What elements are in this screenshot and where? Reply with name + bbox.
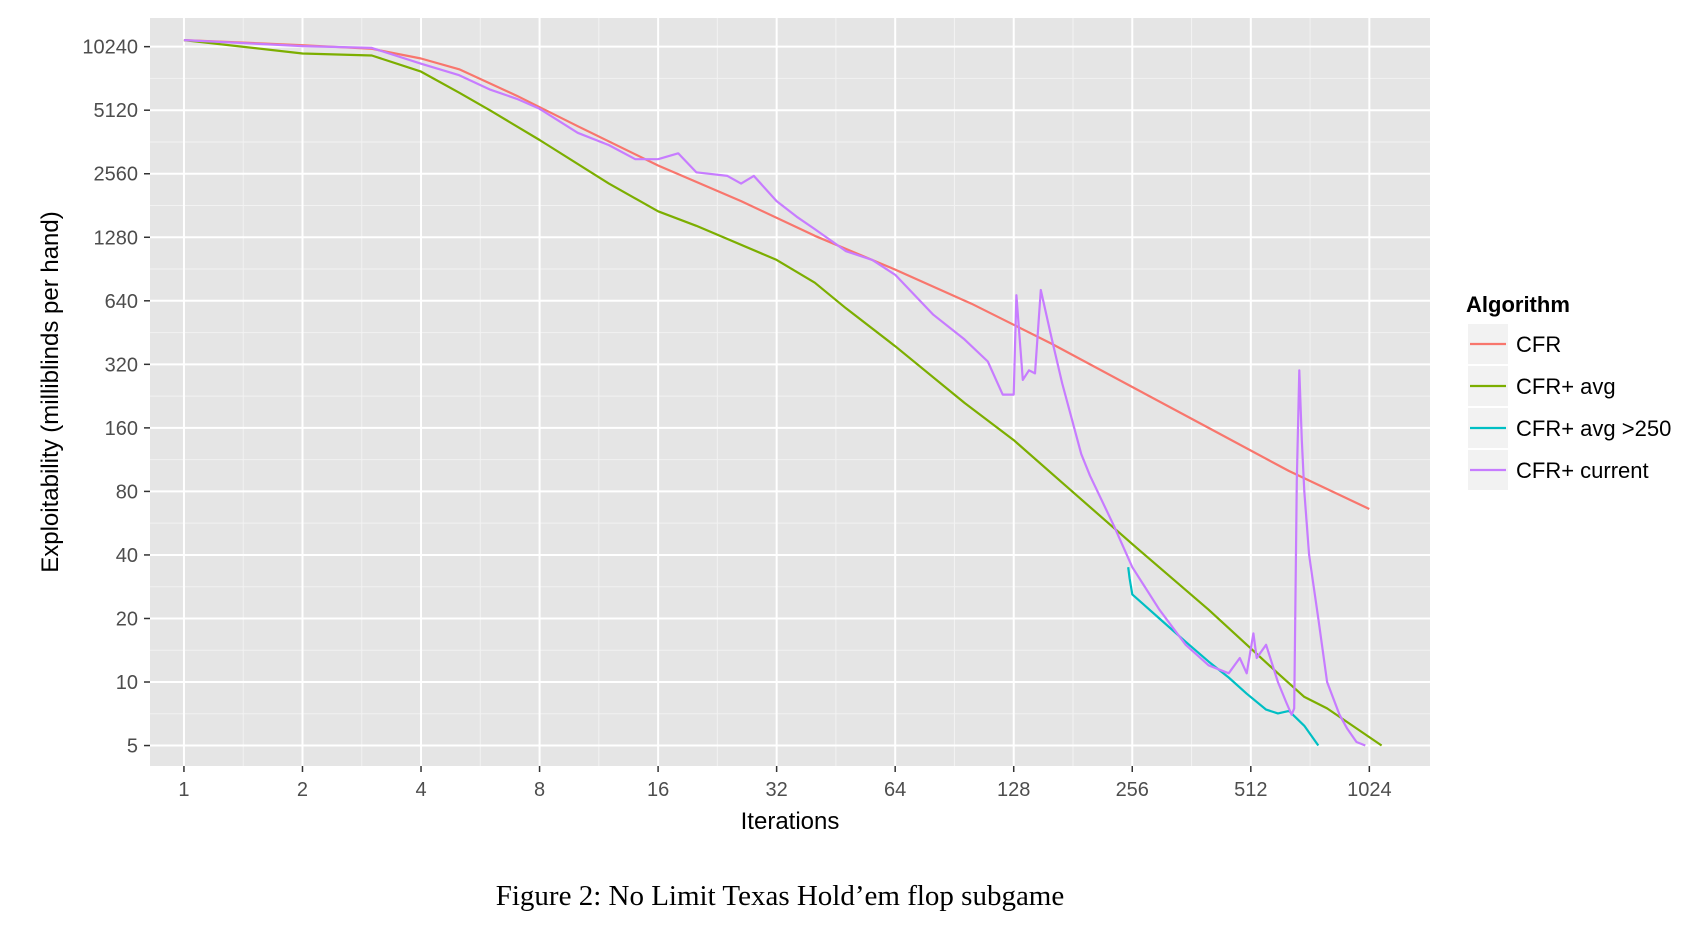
- x-tick-label: 1: [178, 779, 189, 801]
- y-tick-label: 2560: [94, 164, 139, 186]
- legend-item: CFR+ avg: [1468, 366, 1616, 406]
- legend-label: CFR+ current: [1516, 458, 1649, 483]
- y-tick-label: 320: [105, 354, 138, 376]
- y-tick-label: 5: [127, 736, 138, 758]
- legend-label: CFR+ avg: [1516, 374, 1616, 399]
- plot-panel: [150, 18, 1430, 766]
- x-tick-label: 1024: [1347, 779, 1392, 801]
- x-axis: 1 2 4 8 16 32 64 128 256 512 1024: [178, 766, 1392, 801]
- x-axis-title: Iterations: [741, 808, 840, 835]
- y-tick-label: 80: [116, 481, 138, 503]
- series-line-cfr-avg: [183, 39, 1383, 747]
- x-tick-label: 64: [884, 779, 906, 801]
- y-tick-label: 10240: [82, 37, 138, 59]
- y-axis: 5 10 20 40 80 160 320 640 1280 2560 5120 10240: [82, 37, 150, 758]
- x-tick-label: 512: [1234, 779, 1267, 801]
- legend-item: CFR+ avg >250: [1468, 408, 1671, 448]
- x-tick-label: 8: [534, 779, 545, 801]
- legend-title: Algorithm: [1466, 292, 1570, 317]
- series-line-cfr: [183, 39, 1370, 510]
- x-tick-label: 128: [997, 779, 1030, 801]
- y-tick-label: 640: [105, 291, 138, 313]
- series-layer: [183, 39, 1383, 747]
- series-line-cfr-current: [183, 39, 1366, 747]
- x-tick-label: 32: [766, 779, 788, 801]
- legend-item: CFR+ current: [1468, 450, 1649, 490]
- figure-caption: Figure 2: No Limit Texas Hold’em flop su…: [495, 880, 1065, 912]
- x-tick-label: 256: [1116, 779, 1149, 801]
- y-tick-label: 40: [116, 545, 138, 567]
- y-tick-label: 5120: [94, 100, 139, 122]
- grid: [150, 18, 1430, 766]
- legend-items: CFR CFR+ avg CFR+ avg >250 CFR+ current: [1468, 324, 1671, 490]
- legend: Algorithm CFR CFR+ avg CFR+ avg >250 CFR+ c…: [1466, 292, 1671, 490]
- y-tick-label: 20: [116, 608, 138, 630]
- x-tick-label: 4: [415, 779, 426, 801]
- y-axis-title: Exploitability (milliblinds per hand): [37, 211, 64, 573]
- legend-item: CFR: [1468, 324, 1561, 364]
- y-tick-label: 160: [105, 418, 138, 440]
- x-tick-label: 16: [647, 779, 669, 801]
- legend-label: CFR: [1516, 332, 1561, 357]
- y-tick-label: 1280: [94, 227, 139, 249]
- y-tick-label: 10: [116, 672, 138, 694]
- legend-label: CFR+ avg >250: [1516, 416, 1671, 441]
- x-tick-label: 2: [297, 779, 308, 801]
